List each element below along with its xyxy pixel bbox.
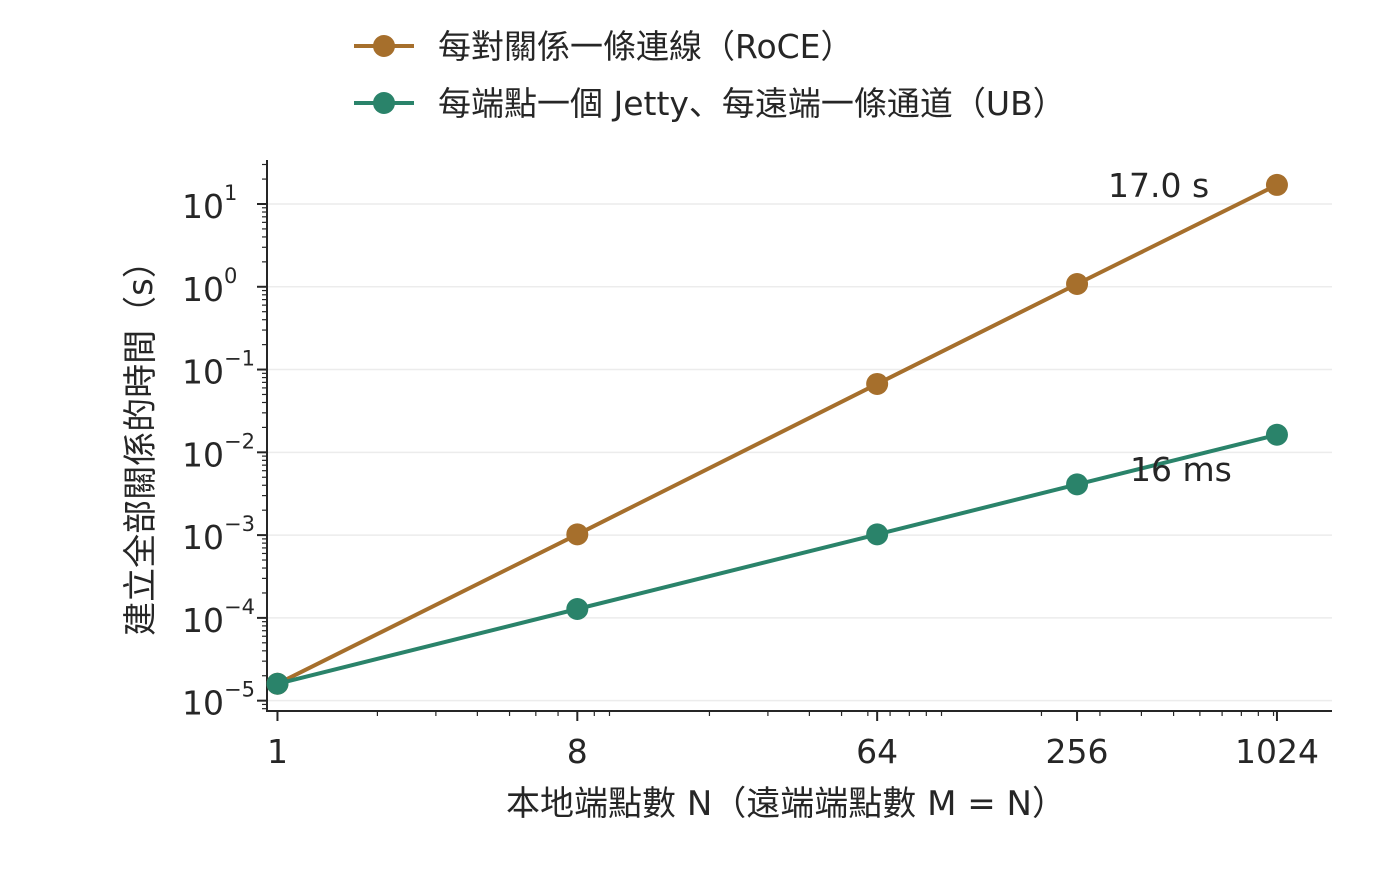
y-tick-label: 10 xyxy=(182,353,224,392)
x-tick-label: 1 xyxy=(267,732,288,771)
y-tick-exponent: −1 xyxy=(224,347,255,371)
x-tick-label: 256 xyxy=(1046,732,1109,771)
series-roce xyxy=(266,173,1288,695)
axes-layer xyxy=(266,160,1332,712)
annotation-roce-final: 17.0 s xyxy=(1108,166,1209,205)
legend-marker-ub xyxy=(373,92,395,114)
x-axis-label: 本地端點數 N（遠端端點數 M = N） xyxy=(506,784,1066,824)
data-point xyxy=(1066,473,1089,496)
y-axis-label: 建立全部關係的時間（s） xyxy=(121,244,161,636)
data-point xyxy=(1066,273,1089,296)
y-tick-label: 10 xyxy=(182,435,224,474)
legend-label-roce: 每對關係一條連線（RoCE） xyxy=(438,27,854,66)
series-layer xyxy=(266,173,1288,695)
legend-label-ub: 每端點一個 Jetty、每遠端一條通道（UB） xyxy=(438,84,1066,123)
legend-marker-roce xyxy=(373,35,395,57)
series-line xyxy=(276,183,1278,686)
x-ticks: 1 8 64 256 1024 xyxy=(267,711,1319,771)
y-tick-label: 10 xyxy=(182,518,224,557)
data-point xyxy=(866,372,889,395)
x-tick-label: 1024 xyxy=(1235,732,1319,771)
y-tick-exponent: −4 xyxy=(224,595,255,619)
data-point xyxy=(566,523,589,546)
data-point xyxy=(1265,423,1288,446)
legend-item-ub: 每端點一個 Jetty、每遠端一條通道（UB） xyxy=(354,84,1066,123)
y-tick-label: 10 xyxy=(182,270,224,309)
y-tick-exponent: −2 xyxy=(224,429,255,453)
y-tick-exponent: −5 xyxy=(224,678,255,702)
annotations: 17.0 s 16 ms xyxy=(1108,166,1232,489)
grid-layer xyxy=(267,203,1332,702)
y-tick-label: 10 xyxy=(182,601,224,640)
data-point xyxy=(266,672,289,695)
x-tick-label: 64 xyxy=(856,732,898,771)
series-line xyxy=(277,432,1278,686)
legend: 每對關係一條連線（RoCE） 每端點一個 Jetty、每遠端一條通道（UB） xyxy=(354,27,1066,123)
y-tick-label: 10 xyxy=(182,684,224,723)
x-tick-label: 8 xyxy=(567,732,588,771)
annotation-ub-final: 16 ms xyxy=(1130,450,1232,489)
data-point xyxy=(1265,173,1288,196)
data-point xyxy=(866,523,889,546)
y-tick-exponent: −3 xyxy=(224,512,255,536)
series-ub xyxy=(266,423,1288,695)
y-tick-label: 10 xyxy=(182,187,224,226)
data-point xyxy=(566,598,589,621)
y-tick-exponent: 1 xyxy=(224,181,237,205)
legend-item-roce: 每對關係一條連線（RoCE） xyxy=(354,27,854,66)
y-tick-exponent: 0 xyxy=(224,264,237,288)
